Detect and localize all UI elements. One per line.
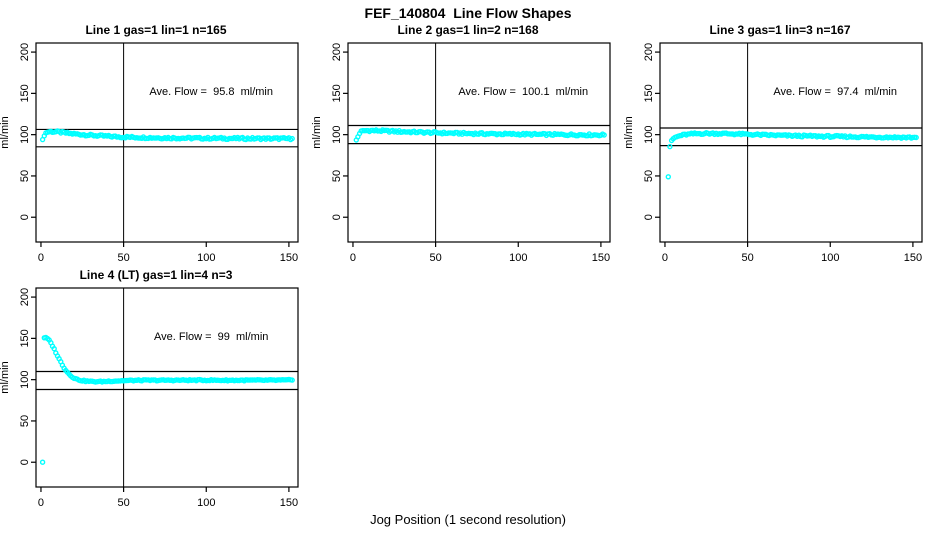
svg-text:0: 0 (38, 252, 44, 264)
panel-4-plot: 0 50 100 150 200 ml/min 0 50 100 150 (0, 287, 299, 509)
panel-1-ave-flow-annotation: Ave. Flow = 95.8 ml/min (149, 86, 273, 99)
svg-text:150: 150 (280, 497, 298, 509)
x-axis: 0 50 100 150 (662, 242, 922, 264)
data-points (39, 334, 295, 465)
panel-4-title: Line 4 (LT) gas=1 lin=4 n=3 (79, 268, 233, 282)
svg-text:200: 200 (19, 43, 31, 61)
svg-text:100: 100 (19, 370, 31, 388)
data-points (39, 128, 295, 143)
svg-text:200: 200 (643, 43, 655, 61)
svg-text:100: 100 (197, 252, 215, 264)
svg-text:50: 50 (429, 252, 441, 264)
svg-text:0: 0 (662, 252, 668, 264)
svg-text:0: 0 (331, 214, 343, 220)
x-axis-label: Jog Position (1 second resolution) (370, 512, 566, 527)
y-axis: 0 50 100 150 200 ml/min (0, 288, 36, 465)
panel-2-plot: 0 50 100 150 200 ml/min 0 50 100 150 (311, 42, 611, 264)
x-axis: 0 50 100 150 (350, 242, 610, 264)
svg-text:50: 50 (117, 252, 129, 264)
reference-lines (36, 43, 298, 242)
data-points (353, 127, 607, 143)
figure-title: FEF_140804 Line Flow Shapes (364, 5, 572, 21)
svg-text:50: 50 (19, 415, 31, 427)
svg-text:100: 100 (643, 125, 655, 143)
panel-1-plot: 0 50 100 150 200 ml/min 0 50 100 150 (0, 42, 299, 264)
panel-1-title: Line 1 gas=1 lin=1 n=165 (85, 23, 227, 37)
y-axis: 0 50 100 150 200 ml/min (623, 43, 660, 220)
reference-lines (660, 43, 922, 242)
x-axis: 0 50 100 150 (38, 242, 298, 264)
svg-text:0: 0 (350, 252, 356, 264)
svg-text:50: 50 (741, 252, 753, 264)
x-axis: 0 50 100 150 (38, 487, 298, 509)
svg-text:50: 50 (643, 170, 655, 182)
plot-box (659, 42, 923, 243)
svg-text:100: 100 (331, 125, 343, 143)
panel-3-ave-flow-annotation: Ave. Flow = 97.4 ml/min (773, 86, 897, 99)
reference-lines (348, 43, 610, 242)
y-axis: 0 50 100 150 200 ml/min (0, 43, 36, 220)
svg-text:100: 100 (197, 497, 215, 509)
y-axis-title: ml/min (0, 116, 11, 148)
panel-2-title: Line 2 gas=1 lin=2 n=168 (397, 23, 539, 37)
svg-text:0: 0 (643, 214, 655, 220)
panel-4-ave-flow-annotation: Ave. Flow = 99 ml/min (153, 331, 269, 344)
panel-3-title: Line 3 gas=1 lin=3 n=167 (709, 23, 851, 37)
svg-text:200: 200 (19, 288, 31, 306)
svg-text:0: 0 (19, 214, 31, 220)
svg-text:100: 100 (821, 252, 839, 264)
y-axis-title: ml/min (623, 116, 635, 148)
panel-3-plot: 0 50 100 150 200 ml/min 0 50 100 150 (623, 42, 923, 264)
reference-lines (36, 288, 298, 487)
y-axis-title: ml/min (311, 116, 323, 148)
svg-text:150: 150 (592, 252, 610, 264)
svg-text:150: 150 (280, 252, 298, 264)
plot-box (35, 42, 299, 243)
y-axis-title: ml/min (0, 361, 11, 393)
svg-text:200: 200 (331, 43, 343, 61)
svg-text:150: 150 (904, 252, 922, 264)
svg-text:100: 100 (19, 125, 31, 143)
y-axis: 0 50 100 150 200 ml/min (311, 43, 348, 220)
svg-text:150: 150 (19, 329, 31, 347)
plot-box (35, 287, 299, 488)
svg-text:150: 150 (19, 84, 31, 102)
svg-text:150: 150 (643, 84, 655, 102)
plot-box (347, 42, 611, 243)
panel-2-ave-flow-annotation: Ave. Flow = 100.1 ml/min (458, 86, 589, 99)
svg-text:50: 50 (19, 170, 31, 182)
svg-text:50: 50 (117, 497, 129, 509)
svg-text:50: 50 (331, 170, 343, 182)
svg-text:0: 0 (38, 497, 44, 509)
data-points (665, 129, 919, 180)
svg-text:0: 0 (19, 459, 31, 465)
svg-text:100: 100 (509, 252, 527, 264)
svg-text:150: 150 (331, 84, 343, 102)
